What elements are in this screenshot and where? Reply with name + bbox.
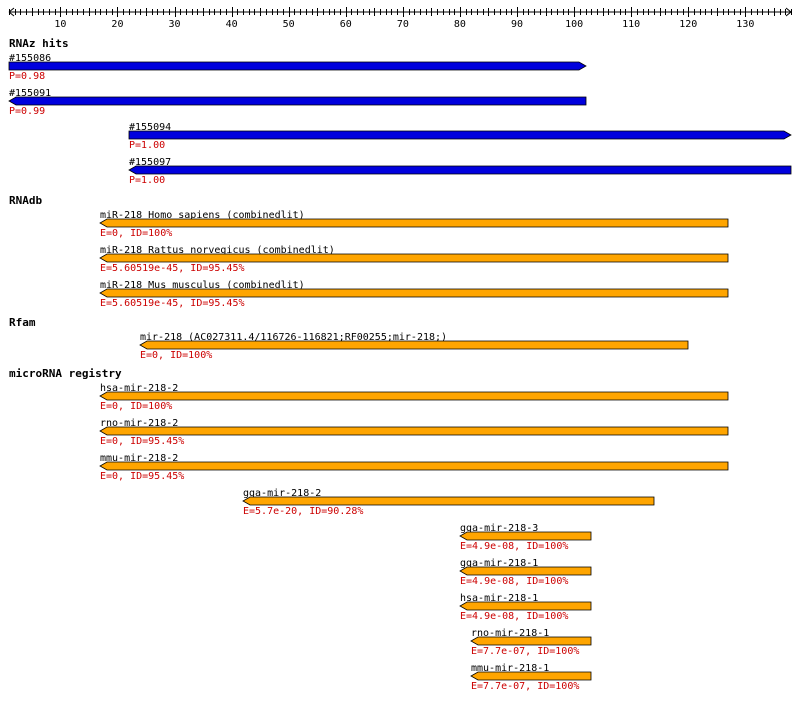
feature-arrow-bar bbox=[470, 636, 592, 646]
feature-arrow-bar bbox=[8, 96, 587, 106]
feature-label: hsa-mir-218-1 bbox=[460, 593, 538, 604]
feature-arrow-bar bbox=[128, 165, 792, 175]
feature-arrow-bar bbox=[99, 253, 729, 263]
feature-arrow-bar bbox=[459, 566, 592, 576]
feature-stat: P=0.98 bbox=[9, 71, 45, 82]
feature-label: mmu-mir-218-2 bbox=[100, 453, 178, 464]
feature-stat: E=7.7e-07, ID=100% bbox=[471, 646, 579, 657]
feature-stat: E=7.7e-07, ID=100% bbox=[471, 681, 579, 692]
ruler-tick-label: 100 bbox=[565, 19, 583, 30]
feature-arrow-bar bbox=[139, 340, 689, 350]
feature-label: #155094 bbox=[129, 122, 171, 133]
ruler-tick-label: 120 bbox=[679, 19, 697, 30]
feature-label: gga-mir-218-1 bbox=[460, 558, 538, 569]
feature-stat: E=4.9e-08, ID=100% bbox=[460, 541, 568, 552]
feature-stat: E=5.7e-20, ID=90.28% bbox=[243, 506, 363, 517]
feature-label: rno-mir-218-1 bbox=[471, 628, 549, 639]
feature-stat: E=0, ID=95.45% bbox=[100, 436, 184, 447]
feature-stat: E=4.9e-08, ID=100% bbox=[460, 611, 568, 622]
ruler-tick-label: 110 bbox=[622, 19, 640, 30]
ruler-tick-label: 60 bbox=[340, 19, 352, 30]
feature-label: gga-mir-218-3 bbox=[460, 523, 538, 534]
ruler-tick-label: 90 bbox=[511, 19, 523, 30]
feature-label: #155091 bbox=[9, 88, 51, 99]
feature-arrow-bar bbox=[128, 130, 792, 140]
feature-stat: E=0, ID=95.45% bbox=[100, 471, 184, 482]
feature-stat: E=0, ID=100% bbox=[140, 350, 212, 361]
feature-label: hsa-mir-218-2 bbox=[100, 383, 178, 394]
ruler-right-arrow bbox=[785, 7, 792, 17]
feature-label: gga-mir-218-2 bbox=[243, 488, 321, 499]
feature-arrow-bar bbox=[99, 218, 729, 228]
section-title: RNAz hits bbox=[9, 37, 69, 50]
feature-stat: E=0, ID=100% bbox=[100, 401, 172, 412]
feature-stat: E=5.60519e-45, ID=95.45% bbox=[100, 298, 245, 309]
ruler-tick-label: 10 bbox=[54, 19, 66, 30]
feature-label: mir-218 (AC027311.4/116726-116821;RF0025… bbox=[140, 332, 447, 343]
section-title: Rfam bbox=[9, 316, 36, 329]
feature-stat: P=1.00 bbox=[129, 175, 165, 186]
feature-label: miR-218 Rattus norvegicus (combinedlit) bbox=[100, 245, 335, 256]
feature-arrow-bar bbox=[99, 288, 729, 298]
feature-arrow-bar bbox=[470, 671, 592, 681]
feature-arrow-bar bbox=[459, 601, 592, 611]
feature-label: mmu-mir-218-1 bbox=[471, 663, 549, 674]
feature-arrow-bar bbox=[459, 531, 592, 541]
feature-label: rno-mir-218-2 bbox=[100, 418, 178, 429]
ruler-tick-label: 20 bbox=[111, 19, 123, 30]
feature-label: #155097 bbox=[129, 157, 171, 168]
feature-arrow-bar bbox=[99, 426, 729, 436]
ruler-left-arrow bbox=[8, 7, 15, 17]
ruler-tick-label: 40 bbox=[226, 19, 238, 30]
feature-label: #155086 bbox=[9, 53, 51, 64]
feature-stat: E=5.60519e-45, ID=95.45% bbox=[100, 263, 245, 274]
feature-label: miR-218 Mus musculus (combinedlit) bbox=[100, 280, 305, 291]
feature-stat: P=1.00 bbox=[129, 140, 165, 151]
section-title: RNAdb bbox=[9, 194, 42, 207]
ruler-tick-label: 130 bbox=[736, 19, 754, 30]
feature-stat: P=0.99 bbox=[9, 106, 45, 117]
feature-stat: E=0, ID=100% bbox=[100, 228, 172, 239]
feature-arrow-bar bbox=[8, 61, 587, 71]
ruler-tick-label: 70 bbox=[397, 19, 409, 30]
feature-stat: E=4.9e-08, ID=100% bbox=[460, 576, 568, 587]
ruler-tick-label: 50 bbox=[283, 19, 295, 30]
ruler-tick-label: 80 bbox=[454, 19, 466, 30]
feature-arrow-bar bbox=[99, 461, 729, 471]
feature-arrow-bar bbox=[242, 496, 655, 506]
ruler-tick-label: 30 bbox=[169, 19, 181, 30]
feature-arrow-bar bbox=[99, 391, 729, 401]
section-title: microRNA registry bbox=[9, 367, 122, 380]
feature-label: miR-218 Homo sapiens (combinedlit) bbox=[100, 210, 305, 221]
